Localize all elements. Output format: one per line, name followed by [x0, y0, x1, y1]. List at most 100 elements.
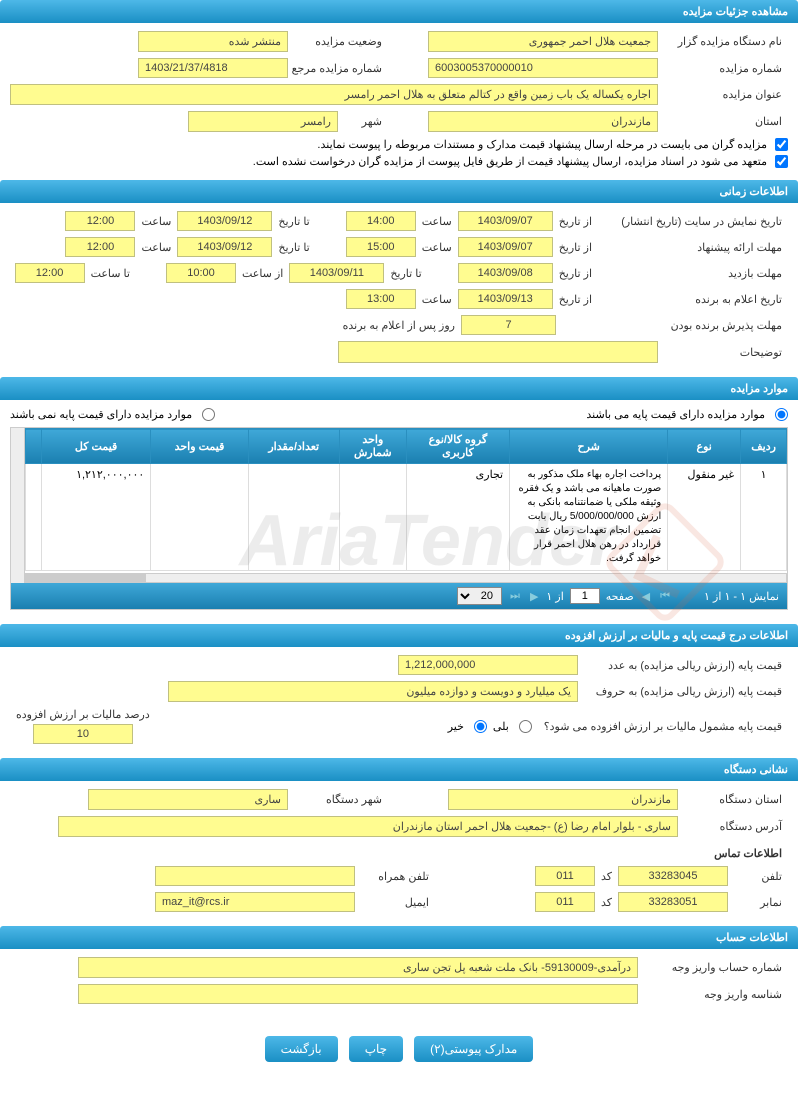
- notes-label: توضیحات: [658, 346, 788, 359]
- attachments-button[interactable]: مدارک پیوستی(۲): [414, 1036, 533, 1062]
- vat-no-radio[interactable]: [474, 720, 487, 733]
- org-name-label: نام دستگاه مزایده گزار: [658, 35, 788, 48]
- pager-last-icon[interactable]: ⏭: [508, 590, 522, 603]
- horizontal-scrollbar[interactable]: [25, 573, 787, 583]
- org-city-label: شهر دستگاه: [288, 793, 388, 806]
- accept-days-label: روز پس از اعلام به برنده: [337, 319, 461, 332]
- acct-id-label: شناسه واریز وجه: [638, 988, 788, 1001]
- code-field: 011: [535, 866, 595, 886]
- table-header-row: ردیف نوع شرح گروه کالا/نوع کاربری واحد ش…: [26, 429, 787, 464]
- no-base-price-radio[interactable]: [202, 408, 215, 421]
- timing-section-body: تاریخ نمایش در سایت (تاریخ انتشار) از تا…: [0, 203, 798, 377]
- proposal-label: مهلت ارائه پیشنهاد: [598, 241, 788, 254]
- org-province-label: استان دستگاه: [678, 793, 788, 806]
- display-from-date: 1403/09/07: [458, 211, 553, 231]
- note1-checkbox[interactable]: [775, 138, 788, 151]
- org-address-label: آدرس دستگاه: [678, 820, 788, 833]
- cell-unit: [339, 464, 406, 571]
- cell-extra: [26, 464, 42, 571]
- note2-text: متعهد می شود در اسناد مزایده، ارسال پیشن…: [253, 155, 767, 168]
- vat-yes-option[interactable]: بلی: [493, 720, 532, 733]
- v-to-time-lbl: تا ساعت: [85, 267, 136, 280]
- contact-header: اطلاعات تماس: [708, 847, 788, 860]
- has-base-price-radio[interactable]: [775, 408, 788, 421]
- proposal-from-time: 15:00: [346, 237, 416, 257]
- cell-qty: [248, 464, 339, 571]
- acct-field: درآمدی-59130009- بانک ملت شعبه پل تجن سا…: [78, 957, 638, 978]
- auction-no-label: شماره مزایده: [658, 62, 788, 75]
- vat-no-label: خیر: [448, 720, 464, 733]
- back-button[interactable]: بازگشت: [265, 1036, 338, 1062]
- no-base-price-label: موارد مزایده دارای قیمت پایه نمی باشند: [10, 408, 192, 421]
- pager-first-icon[interactable]: ⏮: [658, 590, 672, 603]
- email-field: maz_it@rcs.ir: [155, 892, 355, 912]
- cell-group: تجاری: [406, 464, 509, 571]
- p-to-lbl: تا تاریخ: [272, 241, 315, 254]
- display-to-time: 12:00: [65, 211, 135, 231]
- base-words-field: یک میلیارد و دویست و دوازده میلیون: [168, 681, 578, 702]
- price-section-header: اطلاعات درج قیمت پایه و مالیات بر ارزش ا…: [0, 624, 798, 647]
- proposal-to-time: 12:00: [65, 237, 135, 257]
- col-unit: واحد شمارش: [339, 429, 406, 464]
- code-label: کد: [595, 870, 618, 883]
- base-num-field: 1,212,000,000: [398, 655, 578, 675]
- visit-to-time: 12:00: [15, 263, 85, 283]
- base-words-label: قیمت پایه (ارزش ریالی مزایده) به حروف: [578, 685, 788, 698]
- vertical-scrollbar[interactable]: [11, 428, 25, 583]
- phone-label: تلفن: [728, 870, 788, 883]
- col-extra: [26, 429, 42, 464]
- v-to-lbl: تا تاریخ: [384, 267, 427, 280]
- display-to-date: 1403/09/12: [177, 211, 272, 231]
- city-field: رامسر: [188, 111, 338, 132]
- vat-yes-radio[interactable]: [519, 720, 532, 733]
- announce-time: 13:00: [346, 289, 416, 309]
- visit-label: مهلت بازدید: [598, 267, 788, 280]
- print-button[interactable]: چاپ: [349, 1036, 403, 1062]
- fax-field: 33283051: [618, 892, 728, 912]
- pager-next-icon[interactable]: ▶: [528, 590, 540, 603]
- has-base-price-option[interactable]: موارد مزایده دارای قیمت پایه می باشند: [586, 408, 788, 421]
- time-lbl-2: ساعت: [135, 215, 177, 228]
- proposal-from-date: 1403/09/07: [458, 237, 553, 257]
- note2-row: متعهد می شود در اسناد مزایده، ارسال پیشن…: [10, 155, 788, 168]
- acct-label: شماره حساب واریز وجه: [638, 961, 788, 974]
- vat-pct-label: درصد مالیات بر ارزش افزوده: [10, 708, 156, 721]
- province-label: استان: [658, 115, 788, 128]
- no-base-price-option[interactable]: موارد مزایده دارای قیمت پایه نمی باشند: [10, 408, 215, 421]
- fax-code-field: 011: [535, 892, 595, 912]
- org-section-header: نشانی دستگاه: [0, 758, 798, 781]
- email-label: ایمیل: [355, 896, 435, 909]
- timing-section-header: اطلاعات زمانی: [0, 180, 798, 203]
- table-pager: نمایش ۱ - ۱ از ۱ ⏮ ◀ صفحه از ۱ ▶ ⏭ 20: [11, 583, 787, 609]
- province-field: مازندران: [428, 111, 658, 132]
- note1-text: مزایده گران می بایست در مرحله ارسال پیشن…: [317, 138, 767, 151]
- note2-checkbox[interactable]: [775, 155, 788, 168]
- to-date-lbl: تا تاریخ: [272, 215, 315, 228]
- pager-summary: نمایش ۱ - ۱ از ۱: [704, 590, 779, 603]
- visit-from-time: 10:00: [166, 263, 236, 283]
- a-from-lbl: از تاریخ: [553, 293, 598, 306]
- has-base-price-label: موارد مزایده دارای قیمت پایه می باشند: [586, 408, 765, 421]
- vat-no-option[interactable]: خیر: [448, 720, 487, 733]
- title-field: اجاره یکساله یک باب زمین واقع در کتالم م…: [10, 84, 658, 105]
- cell-desc: پرداخت اجاره بهاء ملک مذکور به صورت ماهی…: [510, 464, 668, 571]
- account-section-body: شماره حساب واریز وجه درآمدی-59130009- با…: [0, 949, 798, 1018]
- items-table: ردیف نوع شرح گروه کالا/نوع کاربری واحد ش…: [25, 428, 787, 571]
- p-time-lbl-1: ساعت: [416, 241, 458, 254]
- note1-row: مزایده گران می بایست در مرحله ارسال پیشن…: [10, 138, 788, 151]
- price-section-body: قیمت پایه (ارزش ریالی مزایده) به عدد 1,2…: [0, 647, 798, 758]
- pager-prev-icon[interactable]: ◀: [640, 590, 652, 603]
- col-group: گروه کالا/نوع کاربری: [406, 429, 509, 464]
- details-section-header: مشاهده جزئیات مزایده: [0, 0, 798, 23]
- org-province-field: مازندران: [448, 789, 678, 810]
- pager-size-select[interactable]: 20: [457, 587, 502, 605]
- cell-unit-price: [151, 464, 248, 571]
- display-from-time: 14:00: [346, 211, 416, 231]
- col-unit-price: قیمت واحد: [151, 429, 248, 464]
- pager-page-input[interactable]: [570, 588, 600, 604]
- display-label: تاریخ نمایش در سایت (تاریخ انتشار): [598, 215, 788, 228]
- p-from-lbl: از تاریخ: [553, 241, 598, 254]
- vat-pct-field: 10: [33, 724, 133, 744]
- from-date-lbl: از تاریخ: [553, 215, 598, 228]
- table-row[interactable]: ۱ غیر منقول پرداخت اجاره بهاء ملک مذکور …: [26, 464, 787, 571]
